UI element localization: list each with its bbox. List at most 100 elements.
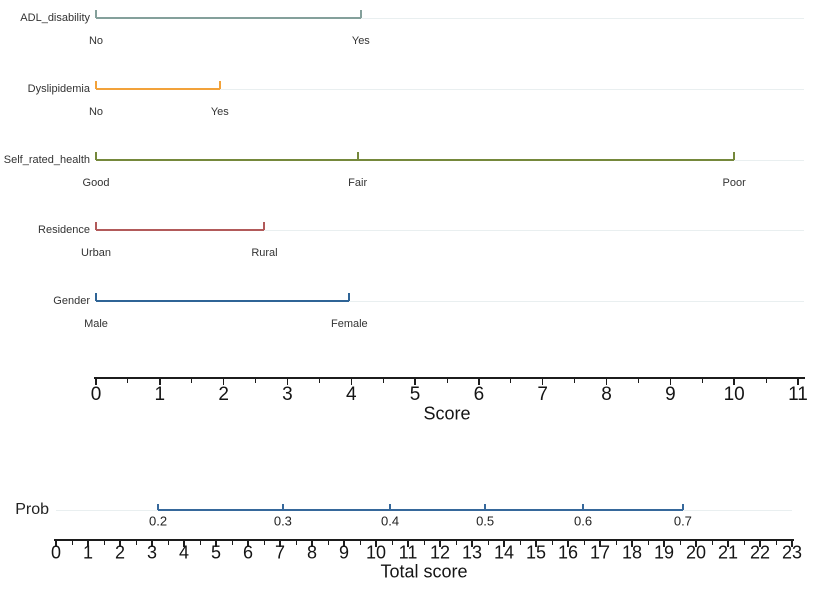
total-axis-major-tick <box>375 539 377 547</box>
row-variable-label: ADL_disability <box>20 12 90 24</box>
prob-row-label: Prob <box>15 501 49 518</box>
category-label: Female <box>331 318 368 330</box>
total-axis-number: 23 <box>781 542 803 563</box>
total-axis-minor-tick <box>775 539 777 545</box>
category-tick <box>218 81 221 89</box>
score-axis-number: 5 <box>409 384 421 405</box>
total-axis-number: 10 <box>365 542 387 563</box>
total-axis-minor-tick <box>167 539 169 545</box>
score-axis-number: 4 <box>345 384 357 405</box>
row-reference-line <box>96 230 804 231</box>
total-axis-minor-tick <box>263 539 265 545</box>
category-tick <box>356 152 359 160</box>
score-axis-major-tick <box>414 377 416 385</box>
category-label: Rural <box>251 247 278 259</box>
score-axis-line <box>94 377 805 379</box>
category-label: Yes <box>351 35 370 47</box>
row-reference-line <box>96 18 804 19</box>
score-axis-minor-tick <box>382 377 384 383</box>
score-axis-major-tick <box>350 377 353 385</box>
total-axis-number: 5 <box>210 542 222 563</box>
score-axis-minor-tick <box>574 377 576 383</box>
total-axis-major-tick <box>471 539 473 547</box>
total-axis-minor-tick <box>455 539 457 545</box>
category-label: Good <box>82 177 110 189</box>
score-axis-number: 6 <box>473 384 485 405</box>
total-axis-minor-tick <box>743 539 745 545</box>
prob-tick-label: 0.3 <box>273 513 292 529</box>
total-axis-major-tick <box>535 539 537 547</box>
prob-tick <box>582 504 584 510</box>
score-axis-minor-tick <box>127 377 129 383</box>
category-label: No <box>88 106 104 118</box>
total-axis-number: 21 <box>717 542 739 563</box>
total-axis-minor-tick <box>583 539 585 545</box>
total-axis-major-tick <box>343 539 345 547</box>
total-axis-minor-tick <box>231 539 233 545</box>
total-axis-major-tick <box>599 539 601 547</box>
score-axis-minor-tick <box>255 377 257 383</box>
score-axis-title: Score <box>423 403 471 424</box>
row-reference-line <box>96 89 804 90</box>
score-axis-minor-tick <box>446 377 448 383</box>
total-axis-major-tick <box>247 539 249 547</box>
total-axis-minor-tick <box>679 539 681 545</box>
prob-tick <box>157 504 159 510</box>
total-axis-number: 20 <box>685 542 707 563</box>
total-axis-major-tick <box>311 539 313 547</box>
total-axis-minor-tick <box>647 539 649 545</box>
score-axis-major-tick <box>797 377 799 385</box>
row-scale-line <box>96 17 361 19</box>
total-axis-number: 1 <box>82 542 94 563</box>
prob-tick-label: 0.2 <box>149 513 168 529</box>
prob-tick-label: 0.6 <box>573 513 593 529</box>
score-axis-major-tick <box>733 377 735 385</box>
total-axis-major-tick <box>663 539 665 547</box>
total-axis-major-tick <box>439 539 441 547</box>
total-axis-major-tick <box>567 539 569 547</box>
total-axis-major-tick <box>791 539 793 547</box>
score-axis-major-tick <box>222 377 225 385</box>
score-axis-number: 0 <box>90 384 102 405</box>
prob-tick <box>389 504 391 510</box>
prob-tick <box>484 504 486 510</box>
total-axis-number: 8 <box>306 542 318 563</box>
total-axis-number: 22 <box>749 542 771 563</box>
total-axis-major-tick <box>503 539 505 547</box>
total-axis-minor-tick <box>423 539 425 545</box>
total-axis-minor-tick <box>359 539 361 545</box>
total-axis-number: 12 <box>429 542 451 563</box>
score-axis-minor-tick <box>510 377 512 383</box>
total-axis-number: 4 <box>178 542 190 563</box>
score-axis-minor-tick <box>318 377 320 383</box>
total-axis-number: 11 <box>398 542 418 563</box>
total-axis-minor-tick <box>199 539 201 545</box>
score-axis-minor-tick <box>765 377 767 383</box>
total-axis-number: 2 <box>114 542 126 563</box>
score-axis-number: 11 <box>788 384 808 405</box>
score-axis-major-tick <box>541 377 544 385</box>
score-axis-minor-tick <box>637 377 639 383</box>
score-axis-major-tick <box>605 377 608 385</box>
row-scale-line <box>96 159 735 161</box>
category-tick <box>95 152 97 160</box>
total-axis-number: 7 <box>274 542 286 563</box>
row-variable-label: Self_rated_health <box>3 154 90 166</box>
category-label: Urban <box>81 247 111 259</box>
total-axis-minor-tick <box>103 539 105 545</box>
score-axis-number: 2 <box>218 384 229 405</box>
total-axis-major-tick <box>55 539 57 547</box>
category-tick <box>95 10 97 18</box>
total-axis-minor-tick <box>135 539 137 545</box>
category-label: Poor <box>722 177 746 189</box>
total-axis-number: 13 <box>461 542 483 563</box>
row-variable-label: Dyslipidemia <box>27 83 90 95</box>
total-axis-minor-tick <box>71 539 73 545</box>
row-variable-label: Gender <box>53 295 90 307</box>
score-axis-number: 1 <box>154 384 166 405</box>
row-scale-line <box>96 88 220 90</box>
row-reference-line <box>96 301 804 302</box>
score-axis-minor-tick <box>701 377 703 383</box>
total-axis-number: 9 <box>338 542 350 563</box>
